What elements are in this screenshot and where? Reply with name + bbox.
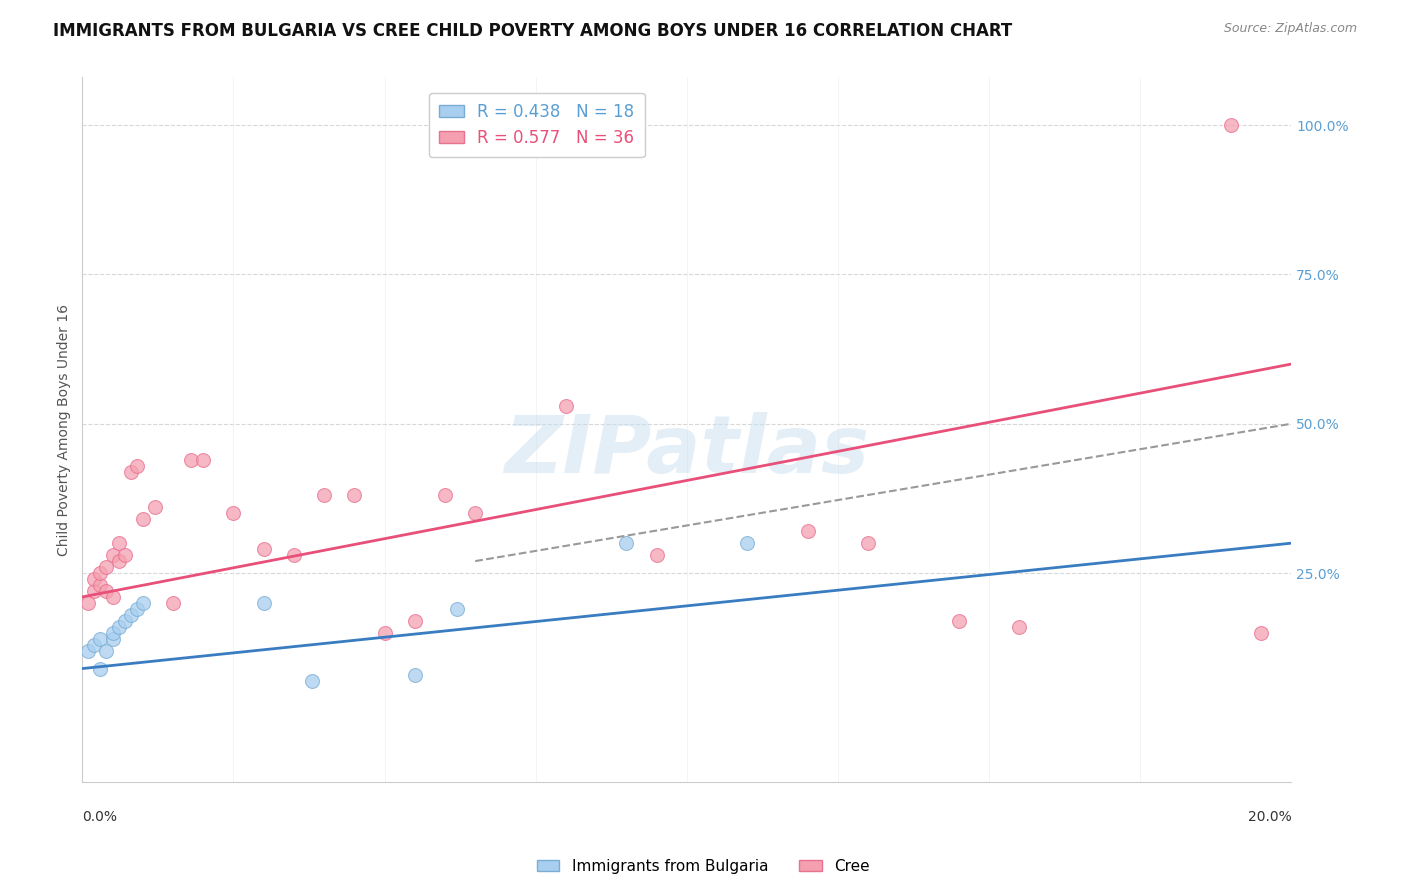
Point [253,542,276,557]
Point [83,572,105,586]
Text: Source: ZipAtlas.com: Source: ZipAtlas.com [1223,22,1357,36]
Point [89,578,111,592]
Point [125,458,148,473]
Point [107,554,129,568]
Point [77,596,100,610]
Point [283,548,305,562]
Legend: R = 0.438   N = 18, R = 0.577   N = 36: R = 0.438 N = 18, R = 0.577 N = 36 [429,93,644,157]
Point [948,614,970,628]
Point [83,583,105,598]
Point [446,602,468,616]
Point [101,590,124,604]
Text: 0.0%: 0.0% [83,810,117,824]
Text: IMMIGRANTS FROM BULGARIA VS CREE CHILD POVERTY AMONG BOYS UNDER 16 CORRELATION C: IMMIGRANTS FROM BULGARIA VS CREE CHILD P… [53,22,1012,40]
Point [464,506,486,520]
Point [96,560,118,574]
Point [796,524,818,539]
Point [193,452,215,467]
Point [89,566,111,580]
Point [856,536,879,550]
Point [404,667,426,681]
Point [645,548,668,562]
Text: ZIPatlas: ZIPatlas [505,412,869,490]
Point [434,488,457,502]
Point [114,614,136,628]
Point [554,399,576,413]
Point [77,643,100,657]
Point [222,506,245,520]
Point [101,632,124,646]
Legend: Immigrants from Bulgaria, Cree: Immigrants from Bulgaria, Cree [530,853,876,880]
Point [1250,625,1272,640]
Point [314,488,336,502]
Point [162,596,184,610]
Point [735,536,758,550]
Point [143,500,166,515]
Point [132,596,155,610]
Point [89,662,111,676]
Point [107,620,129,634]
Point [1008,620,1031,634]
Point [120,607,142,622]
Point [96,583,118,598]
Y-axis label: Child Poverty Among Boys Under 16: Child Poverty Among Boys Under 16 [58,303,72,556]
Point [125,602,148,616]
Point [120,465,142,479]
Text: 20.0%: 20.0% [1247,810,1291,824]
Point [180,452,202,467]
Point [253,596,276,610]
Point [96,643,118,657]
Point [83,638,105,652]
Point [614,536,637,550]
Point [374,625,396,640]
Point [107,536,129,550]
Point [1219,118,1241,132]
Point [114,548,136,562]
Point [404,614,426,628]
Point [343,488,366,502]
Point [89,632,111,646]
Point [101,625,124,640]
Point [132,512,155,526]
Point [101,548,124,562]
Point [301,673,323,688]
